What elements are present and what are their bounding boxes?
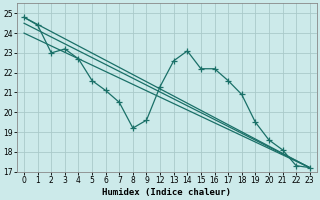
X-axis label: Humidex (Indice chaleur): Humidex (Indice chaleur) [102, 188, 231, 197]
